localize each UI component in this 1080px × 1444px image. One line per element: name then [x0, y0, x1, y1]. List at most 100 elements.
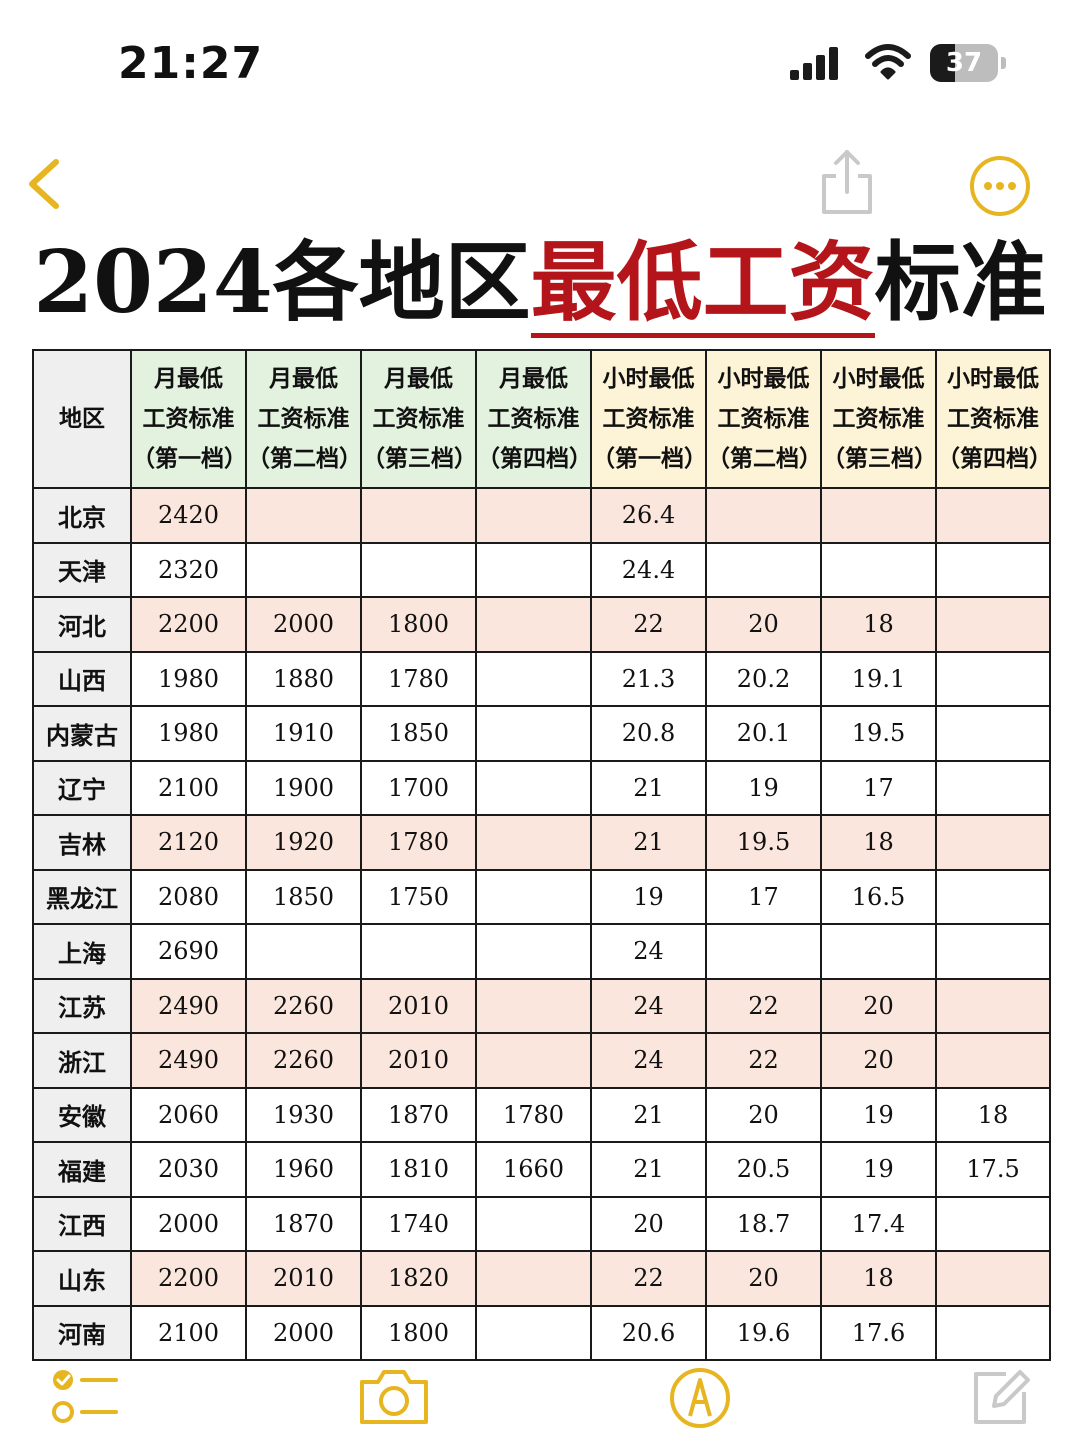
value-cell — [935, 923, 1051, 980]
value-cell — [820, 923, 937, 980]
table-row: 吉林 2120 1920 1780 21 19.5 18 — [32, 814, 1051, 871]
value-cell — [360, 923, 477, 980]
value-cell: 1810 — [360, 1141, 477, 1198]
value-cell — [475, 596, 592, 653]
value-cell: 2260 — [245, 977, 362, 1034]
value-cell: 2080 — [130, 868, 247, 925]
value-cell: 21 — [590, 814, 707, 871]
value-cell: 1960 — [245, 1141, 362, 1198]
value-cell: 19.5 — [705, 814, 822, 871]
region-cell: 河北 — [32, 596, 132, 653]
table-row: 安徽 2060 1930 1870 1780 21 20 19 18 — [32, 1086, 1051, 1143]
value-cell: 1780 — [360, 814, 477, 871]
value-cell — [475, 487, 592, 544]
more-icon[interactable] — [968, 154, 1032, 218]
value-cell: 1740 — [360, 1195, 477, 1252]
value-cell: 1870 — [245, 1195, 362, 1252]
value-cell: 18 — [820, 1250, 937, 1307]
page-title: 2024各地区最低工资标准 — [0, 228, 1080, 338]
table-row: 天津 2320 24.4 — [32, 541, 1051, 598]
region-cell: 北京 — [32, 487, 132, 544]
value-cell — [475, 759, 592, 816]
value-cell: 24 — [590, 1032, 707, 1089]
value-cell: 1660 — [475, 1141, 592, 1198]
value-cell: 18.7 — [705, 1195, 822, 1252]
table-row: 内蒙古 1980 1910 1850 20.8 20.1 19.5 — [32, 705, 1051, 762]
value-cell — [935, 1304, 1051, 1361]
value-cell: 2200 — [130, 596, 247, 653]
bottom-toolbar — [0, 1362, 1080, 1444]
value-cell: 26.4 — [590, 487, 707, 544]
value-cell: 21 — [590, 1086, 707, 1143]
value-cell — [245, 923, 362, 980]
value-cell — [245, 541, 362, 598]
value-cell: 2000 — [245, 596, 362, 653]
value-cell — [935, 759, 1051, 816]
value-cell — [935, 487, 1051, 544]
table-row: 北京 2420 26.4 — [32, 487, 1051, 544]
table-row: 江西 2000 1870 1740 20 18.7 17.4 — [32, 1195, 1051, 1252]
column-header: 月最低 工资标准 （第三档） — [360, 349, 477, 489]
title-highlight: 最低工资 — [530, 232, 875, 338]
column-header: 小时最低 工资标准 （第二档） — [705, 349, 822, 489]
value-cell: 20.8 — [590, 705, 707, 762]
back-chevron-icon[interactable] — [22, 154, 66, 214]
region-cell: 福建 — [32, 1141, 132, 1198]
value-cell: 20.6 — [590, 1304, 707, 1361]
value-cell: 2100 — [130, 1304, 247, 1361]
value-cell: 22 — [705, 977, 822, 1034]
value-cell: 19 — [705, 759, 822, 816]
title-prefix: 2024各地区 — [33, 232, 531, 333]
checklist-icon[interactable] — [50, 1366, 120, 1426]
column-header: 月最低 工资标准 （第四档） — [475, 349, 592, 489]
value-cell: 2060 — [130, 1086, 247, 1143]
value-cell: 2000 — [245, 1304, 362, 1361]
value-cell: 20 — [705, 1250, 822, 1307]
value-cell: 2320 — [130, 541, 247, 598]
camera-icon[interactable] — [356, 1366, 432, 1428]
value-cell: 20 — [705, 596, 822, 653]
markup-pen-icon[interactable] — [668, 1366, 732, 1430]
share-icon[interactable] — [816, 146, 878, 218]
value-cell: 2690 — [130, 923, 247, 980]
table-row: 浙江 2490 2260 2010 24 22 20 — [32, 1032, 1051, 1089]
table-row: 江苏 2490 2260 2010 24 22 20 — [32, 977, 1051, 1034]
value-cell: 20.5 — [705, 1141, 822, 1198]
table-header-row: 地区 月最低 工资标准 （第一档） 月最低 工资标准 （第二档） 月最低 工资标准 （第三档… — [32, 349, 1052, 489]
value-cell — [705, 541, 822, 598]
region-cell: 辽宁 — [32, 759, 132, 816]
value-cell — [935, 596, 1051, 653]
value-cell: 2200 — [130, 1250, 247, 1307]
value-cell: 1880 — [245, 650, 362, 707]
region-cell: 河南 — [32, 1304, 132, 1361]
compose-icon[interactable] — [970, 1366, 1032, 1428]
column-header: 小时最低 工资标准 （第一档） — [590, 349, 707, 489]
value-cell: 18 — [820, 596, 937, 653]
value-cell: 16.5 — [820, 868, 937, 925]
value-cell: 1850 — [245, 868, 362, 925]
column-header: 月最低 工资标准 （第二档） — [245, 349, 362, 489]
value-cell: 17.6 — [820, 1304, 937, 1361]
table-row: 辽宁 2100 1900 1700 21 19 17 — [32, 759, 1051, 816]
value-cell — [935, 650, 1051, 707]
value-cell: 2100 — [130, 759, 247, 816]
value-cell: 22 — [705, 1032, 822, 1089]
value-cell — [935, 868, 1051, 925]
value-cell: 1920 — [245, 814, 362, 871]
table-row: 河南 2100 2000 1800 20.6 19.6 17.6 — [32, 1304, 1051, 1361]
value-cell — [475, 814, 592, 871]
value-cell — [820, 487, 937, 544]
value-cell — [475, 705, 592, 762]
value-cell: 1900 — [245, 759, 362, 816]
value-cell — [935, 814, 1051, 871]
value-cell — [475, 977, 592, 1034]
region-cell: 安徽 — [32, 1086, 132, 1143]
table-row: 上海 2690 24 — [32, 923, 1051, 980]
value-cell — [475, 1195, 592, 1252]
column-header: 月最低 工资标准 （第一档） — [130, 349, 247, 489]
battery-icon: 37 — [930, 44, 1008, 82]
value-cell: 19 — [820, 1141, 937, 1198]
value-cell: 18 — [935, 1086, 1051, 1143]
value-cell: 2000 — [130, 1195, 247, 1252]
value-cell: 19.6 — [705, 1304, 822, 1361]
